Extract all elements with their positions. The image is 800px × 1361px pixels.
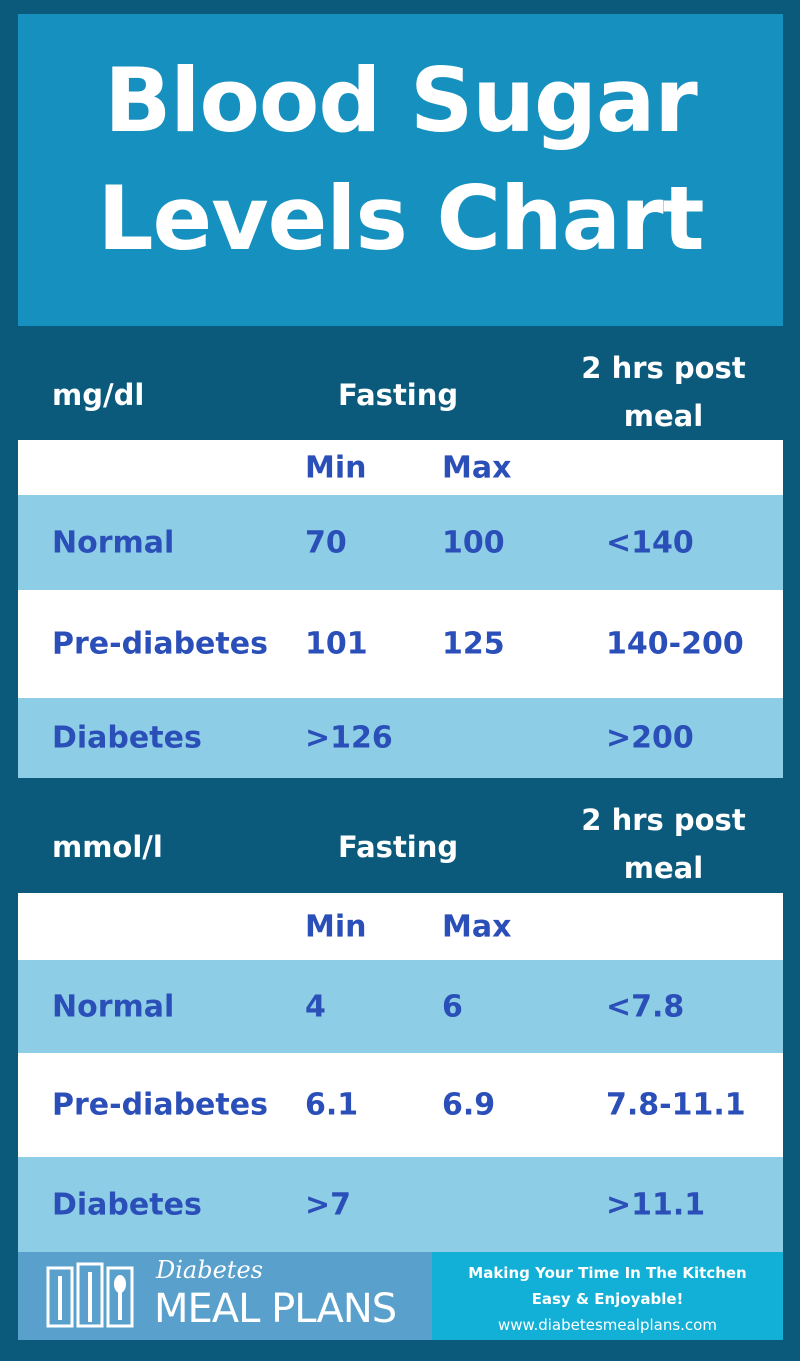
- tagline-2: Easy & Enjoyable!: [531, 1290, 684, 1308]
- min-value: >7: [305, 1187, 352, 1222]
- title-line-2: Levels Chart: [97, 167, 704, 270]
- max-header: Max: [442, 450, 512, 485]
- title-line-1: Blood Sugar: [104, 49, 698, 152]
- logo[interactable]: Diabetes MEAL PLANS: [18, 1252, 432, 1340]
- subheader-row: Min Max: [18, 893, 783, 960]
- min-value: >126: [305, 720, 393, 756]
- row-label: Normal: [52, 989, 175, 1024]
- fasting-header: Fasting: [338, 378, 459, 412]
- row-label: Pre-diabetes: [52, 1087, 268, 1123]
- table-row: Diabetes >7 >11.1: [18, 1157, 783, 1252]
- row-label: Diabetes: [52, 720, 202, 756]
- post-meal-value: <7.8: [606, 989, 685, 1024]
- min-value: 4: [305, 989, 326, 1024]
- table-row: Pre-diabetes 101 125 140-200: [18, 590, 783, 698]
- min-value: 101: [305, 626, 368, 662]
- page-title: Blood Sugar Levels Chart: [18, 14, 783, 326]
- post-meal-line-2: meal: [623, 851, 704, 885]
- fasting-header: Fasting: [338, 830, 459, 864]
- row-label: Normal: [52, 525, 175, 560]
- post-meal-value: >11.1: [606, 1187, 706, 1222]
- min-value: 6.1: [305, 1087, 359, 1123]
- min-value: 70: [305, 525, 347, 560]
- table-row: Normal 70 100 <140: [18, 495, 783, 590]
- max-value: 100: [442, 525, 505, 560]
- unit-label: mg/dl: [52, 378, 145, 412]
- logo-script: Diabetes: [156, 1256, 263, 1284]
- post-meal-line-2: meal: [623, 399, 704, 433]
- max-value: 125: [442, 626, 505, 662]
- table-header: mg/dl Fasting 2 hrs post meal: [18, 326, 783, 440]
- max-header: Max: [442, 909, 512, 944]
- post-meal-value: 140-200: [606, 626, 744, 662]
- logo-main: MEAL PLANS: [154, 1286, 397, 1332]
- subheader-row: Min Max: [18, 440, 783, 495]
- tagline-box: Making Your Time In The Kitchen Easy & E…: [432, 1252, 783, 1340]
- post-meal-line-1: 2 hrs post: [581, 803, 746, 837]
- table-row: Pre-diabetes 6.1 6.9 7.8-11.1: [18, 1053, 783, 1157]
- row-label: Diabetes: [52, 1187, 202, 1222]
- max-value: 6.9: [442, 1087, 496, 1123]
- tagline-1: Making Your Time In The Kitchen: [468, 1264, 747, 1282]
- min-header: Min: [305, 450, 367, 485]
- table-header: mmol/l Fasting 2 hrs post meal: [18, 778, 783, 892]
- min-header: Min: [305, 909, 367, 944]
- row-label: Pre-diabetes: [52, 626, 268, 662]
- post-meal-value: 7.8-11.1: [606, 1087, 746, 1123]
- utensils-icon: [46, 1262, 134, 1328]
- post-meal-value: >200: [606, 720, 694, 756]
- post-meal-header: 2 hrs post meal: [576, 796, 751, 892]
- post-meal-header: 2 hrs post meal: [576, 344, 751, 440]
- table-row: Diabetes >126 >200: [18, 698, 783, 778]
- table-row: Normal 4 6 <7.8: [18, 960, 783, 1053]
- post-meal-line-1: 2 hrs post: [581, 351, 746, 385]
- website-link[interactable]: www.diabetesmealplans.com: [498, 1316, 717, 1334]
- unit-label: mmol/l: [52, 830, 163, 864]
- post-meal-value: <140: [606, 525, 694, 560]
- max-value: 6: [442, 989, 463, 1024]
